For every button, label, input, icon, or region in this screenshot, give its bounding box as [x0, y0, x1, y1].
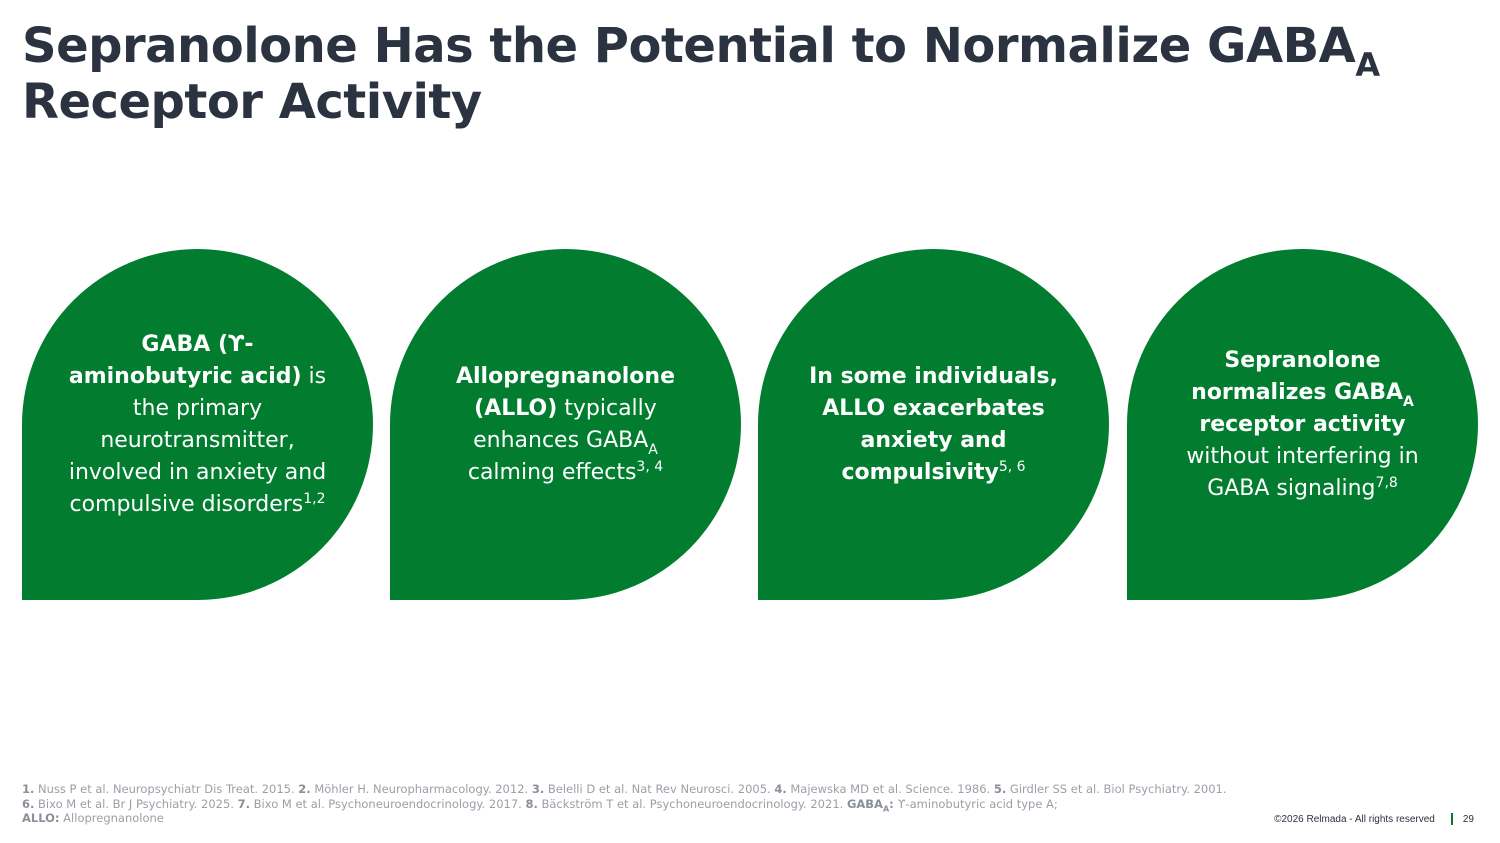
card-sepranolone: Sepranolone normalizes GABAA receptor ac… — [1127, 249, 1478, 600]
page-number: 29 — [1462, 813, 1474, 825]
card-gaba-text: GABA (ϒ-aminobutyric acid) is the primar… — [64, 329, 331, 521]
ref-8: Bäckström T et al. Psychoneuroendocrinol… — [537, 796, 847, 811]
ref-2-num: 2. — [298, 782, 311, 796]
ref-3-num: 3. — [531, 782, 545, 796]
abbrev-allo-def: Allopregnanolone — [59, 811, 164, 825]
card-sepranolone-subscript: A — [1403, 393, 1414, 410]
ref-5-num: 5. — [993, 782, 1007, 796]
card-gaba-body: is the primary neurotransmitter, involve… — [68, 363, 327, 517]
slide-title: Sepranolone Has the Potential to Normali… — [22, 18, 1482, 130]
card-allo-bold: Allopregnanolone (ALLO) — [455, 363, 675, 421]
title-line1: Sepranolone Has the Potential to Normali… — [22, 18, 1356, 74]
card-exacerbates: In some individuals, ALLO exacerbates an… — [758, 249, 1109, 600]
ref-1-num: 1. — [22, 782, 35, 796]
card-gaba-bold: GABA (ϒ-aminobutyric acid) — [68, 331, 302, 389]
card-sepranolone-body: without interfering in GABA signaling — [1186, 443, 1419, 501]
ref-3: Belelli D et al. Nat Rev Neurosci. 2005. — [544, 782, 775, 796]
card-exacerbates-citation: 5, 6 — [998, 458, 1026, 475]
footer: ©2026 Relmada - All rights reserved 29 — [1274, 813, 1474, 825]
abbrev-gaba-term: GABA — [846, 796, 883, 811]
footer-divider — [1450, 813, 1453, 825]
card-sepranolone-bold-2: receptor activity — [1199, 411, 1406, 437]
ref-4: Majewska MD et al. Science. 1986. — [786, 782, 994, 796]
ref-4-num: 4. — [774, 782, 787, 796]
card-exacerbates-bold: In some individuals, ALLO exacerbates an… — [809, 363, 1058, 485]
card-allo-citation: 3, 4 — [636, 458, 664, 475]
abbrev-gaba-def: ϒ-aminobutyric acid type A; — [893, 796, 1058, 811]
card-gaba: GABA (ϒ-aminobutyric acid) is the primar… — [22, 249, 373, 600]
ref-6-num: 6. — [22, 796, 35, 811]
copyright: ©2026 Relmada - All rights reserved — [1274, 813, 1435, 825]
ref-2: Möhler H. Neuropharmacology. 2012. — [310, 782, 532, 796]
card-sepranolone-bold: Sepranolone normalizes GABA — [1191, 347, 1403, 405]
card-allo-subscript: A — [648, 441, 658, 458]
abbrev-gaba-sub: A — [882, 803, 890, 813]
abbrev-gaba-colon: : — [889, 796, 894, 811]
ref-6: Bixo M et al. Br J Psychiatry. 2025. — [34, 796, 238, 811]
title-subscript: A — [1355, 46, 1380, 84]
card-allo-text: Allopregnanolone (ALLO) typically enhanc… — [432, 361, 699, 489]
card-sepranolone-citation: 7,8 — [1375, 474, 1398, 491]
card-allo: Allopregnanolone (ALLO) typically enhanc… — [390, 249, 741, 600]
ref-7-num: 7. — [237, 796, 250, 811]
ref-1: Nuss P et al. Neuropsychiatr Dis Treat. … — [34, 782, 299, 796]
references: 1. Nuss P et al. Neuropsychiatr Dis Trea… — [22, 782, 1242, 826]
abbrev-allo-term: ALLO: — [22, 811, 60, 825]
card-sepranolone-text: Sepranolone normalizes GABAA receptor ac… — [1169, 345, 1436, 505]
ref-8-num: 8. — [525, 796, 538, 811]
ref-7: Bixo M et al. Psychoneuroendocrinology. … — [250, 796, 526, 811]
card-allo-body-end: calming effects — [467, 459, 637, 485]
card-gaba-citation: 1,2 — [303, 490, 326, 507]
card-exacerbates-text: In some individuals, ALLO exacerbates an… — [800, 361, 1067, 489]
title-line2: Receptor Activity — [22, 74, 482, 130]
card-allo-body: typically enhances GABA — [473, 395, 657, 453]
ref-5: Girdler SS et al. Biol Psychiatry. 2001. — [1006, 782, 1227, 796]
